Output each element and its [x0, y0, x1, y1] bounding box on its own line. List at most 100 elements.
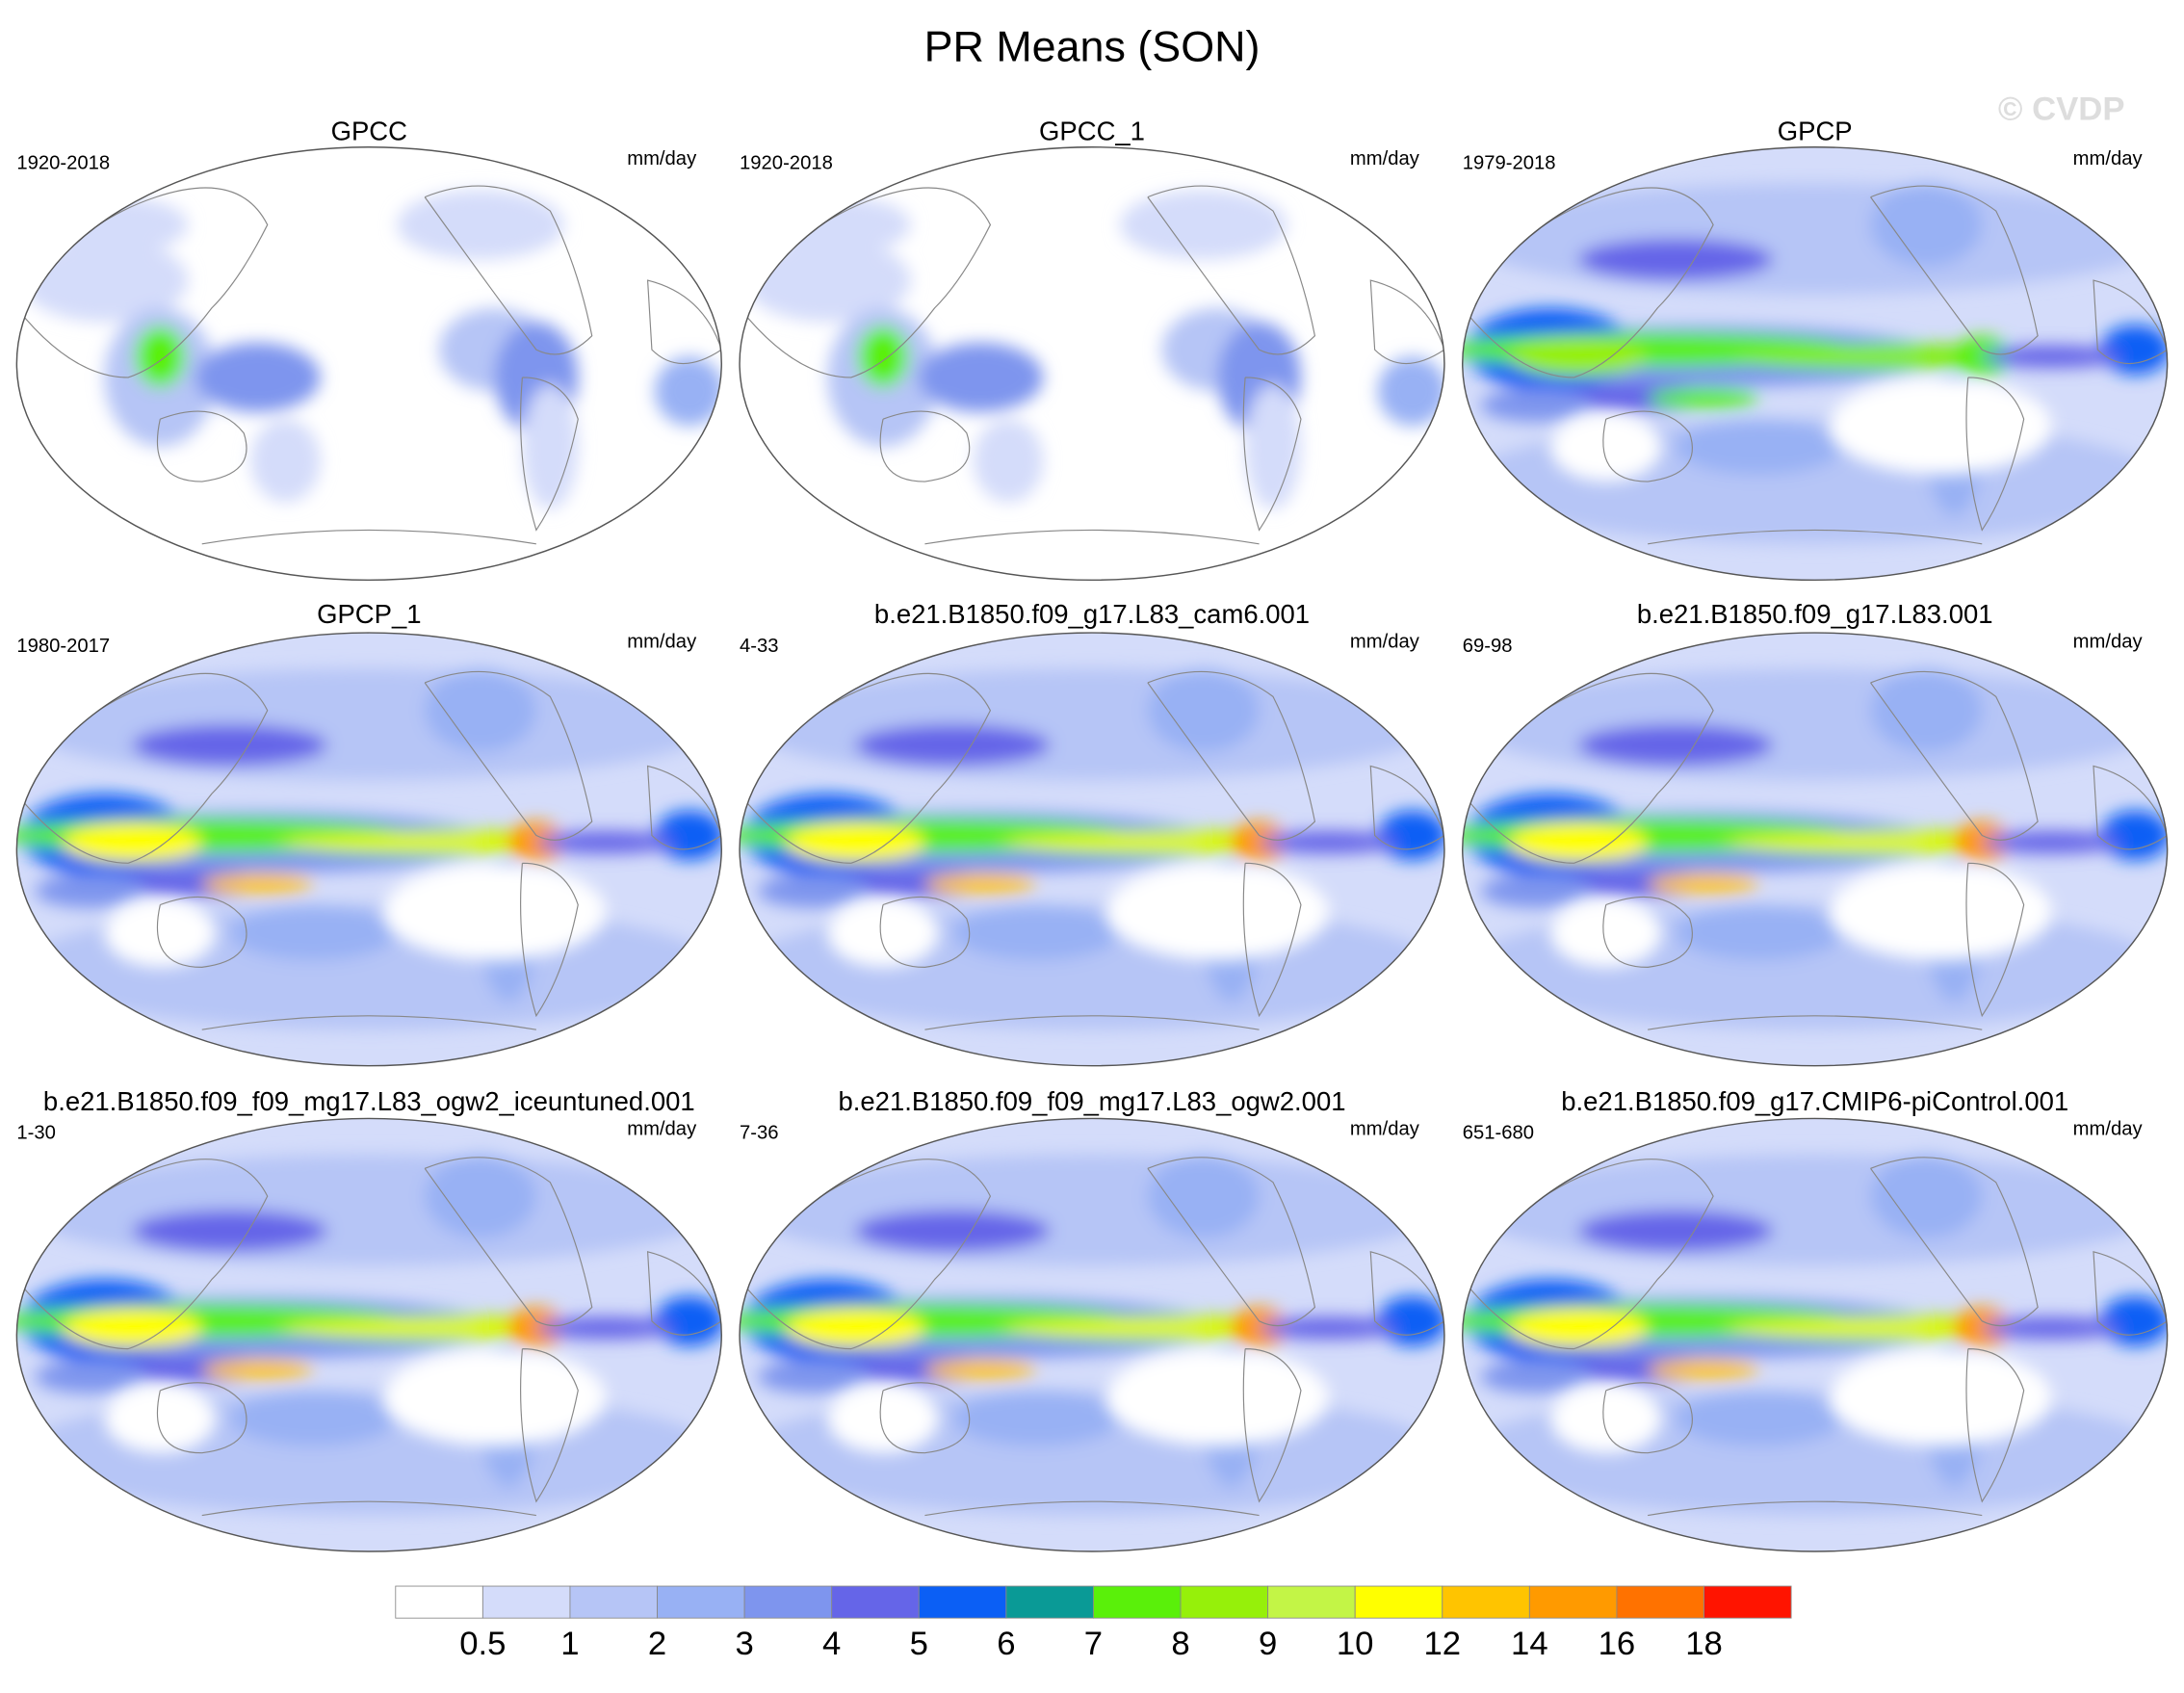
coastline: [520, 377, 579, 532]
coastline: [1648, 1015, 1983, 1030]
colorbar-box: [1703, 1585, 1792, 1619]
colorbar-box: [481, 1585, 571, 1619]
precip-blob: [1467, 1154, 2164, 1266]
colorbar-box: [918, 1585, 1007, 1619]
precip-blob: [1982, 831, 2121, 854]
precip-field: [1462, 183, 2168, 544]
panel-title: b.e21.B1850.f09_g17.CMIP6-piControl.001: [1561, 1086, 2068, 1116]
precip-blur: [740, 1154, 1444, 1516]
precip-field: [740, 668, 1444, 1030]
precip-blob: [1259, 1316, 1399, 1340]
precip-blob: [195, 342, 321, 412]
coastline: [924, 1015, 1260, 1030]
precip-blur: [1462, 668, 2168, 1030]
precip-blob: [1245, 384, 1301, 509]
coastline: [1242, 1348, 1302, 1503]
precip-blob: [743, 668, 1441, 780]
map-panel: GPCC 1920-2018 mm/day: [15, 117, 722, 582]
dry-zone: [1549, 1383, 1662, 1453]
coastline: [740, 1159, 992, 1350]
map-outline: [739, 1117, 1445, 1552]
map-panel: GPCP_1 1980-2017 mm/day: [15, 599, 722, 1067]
precip-blob: [743, 1154, 1441, 1266]
precip-blur: [16, 1154, 722, 1516]
coastline: [2093, 279, 2168, 365]
coastline: [2093, 1251, 2168, 1336]
panel-units: mm/day: [627, 148, 697, 169]
panel-title: GPCC: [331, 117, 407, 146]
panel-period: 69-98: [1463, 636, 1513, 657]
dry-zone: [1829, 377, 2052, 475]
colorbar-label: 0.5: [459, 1626, 506, 1662]
precip-blob: [1982, 1316, 2121, 1340]
figure-title: PR Means (SON): [924, 23, 1261, 71]
coastline: [1242, 862, 1302, 1018]
coastline: [1462, 187, 1714, 378]
precip-field: [20, 190, 722, 509]
panel-units: mm/day: [2073, 148, 2144, 169]
coastline: [520, 1348, 579, 1503]
colorbar-box: [1442, 1585, 1530, 1619]
precip-blob: [63, 822, 202, 862]
colorbar-label: 6: [997, 1626, 1015, 1662]
precip-blob: [855, 1210, 1051, 1252]
precip-blob: [1119, 190, 1287, 260]
panel-title: b.e21.B1850.f09_g17.L83.001: [1637, 599, 1993, 629]
dry-zone: [1549, 411, 1662, 482]
panel-units: mm/day: [627, 632, 697, 653]
coastline: [1147, 1157, 1316, 1327]
precip-blob: [201, 1360, 314, 1380]
precip-blob: [757, 873, 870, 908]
precip-blob: [858, 326, 909, 388]
coastline: [424, 185, 593, 355]
coastline: [201, 529, 536, 545]
coastline: [16, 187, 269, 378]
dry-zone: [104, 898, 217, 968]
coastline: [646, 765, 722, 850]
precip-blob: [63, 1308, 202, 1348]
colorbar-label: 2: [648, 1626, 666, 1662]
precip-blob: [1259, 831, 1399, 854]
coastline: [201, 1500, 536, 1517]
coastlines: [1462, 185, 2168, 545]
dry-zone: [827, 898, 939, 968]
precip-blob: [229, 904, 398, 961]
coastlines: [16, 185, 722, 545]
precip-blob: [229, 1390, 398, 1446]
colorbar-box: [569, 1585, 658, 1619]
coastline: [924, 1500, 1260, 1517]
coastline: [156, 410, 247, 482]
coastline: [1648, 529, 1983, 545]
colorbar-label: 9: [1259, 1626, 1277, 1662]
coastline: [1965, 1348, 2025, 1503]
colorbar-label: 7: [1084, 1626, 1103, 1662]
map-outline: [1462, 146, 2169, 582]
panel-units: mm/day: [2073, 1118, 2144, 1139]
map-outline: [739, 146, 1445, 582]
precip-blob: [35, 1360, 146, 1393]
coastline: [424, 1157, 593, 1327]
colorbar-label: 1: [560, 1626, 579, 1662]
panel-period: 7-36: [740, 1123, 779, 1144]
coastlines: [16, 670, 722, 1030]
colorbar-box: [1180, 1585, 1269, 1619]
coastline: [1870, 670, 2039, 841]
precip-blob: [785, 1308, 925, 1348]
coastlines: [1462, 1157, 2168, 1517]
precip-blob: [1467, 668, 2164, 780]
precip-blob: [1508, 822, 1649, 862]
colorbar-box: [1005, 1585, 1094, 1619]
precip-blob: [522, 384, 579, 509]
coastline: [156, 896, 247, 968]
precip-blob: [48, 196, 189, 253]
panel-title: b.e21.B1850.f09_g17.L83_cam6.001: [874, 599, 1310, 629]
precip-field: [1462, 668, 2168, 1030]
dry-zone: [1105, 863, 1329, 961]
precip-blob: [20, 1154, 717, 1266]
precip-blur: [20, 190, 722, 509]
precip-blob: [425, 668, 536, 753]
precip-blob: [1676, 904, 1843, 961]
precip-blob: [1577, 238, 1774, 281]
coastline: [1602, 1382, 1693, 1454]
precip-field: [740, 1154, 1444, 1516]
